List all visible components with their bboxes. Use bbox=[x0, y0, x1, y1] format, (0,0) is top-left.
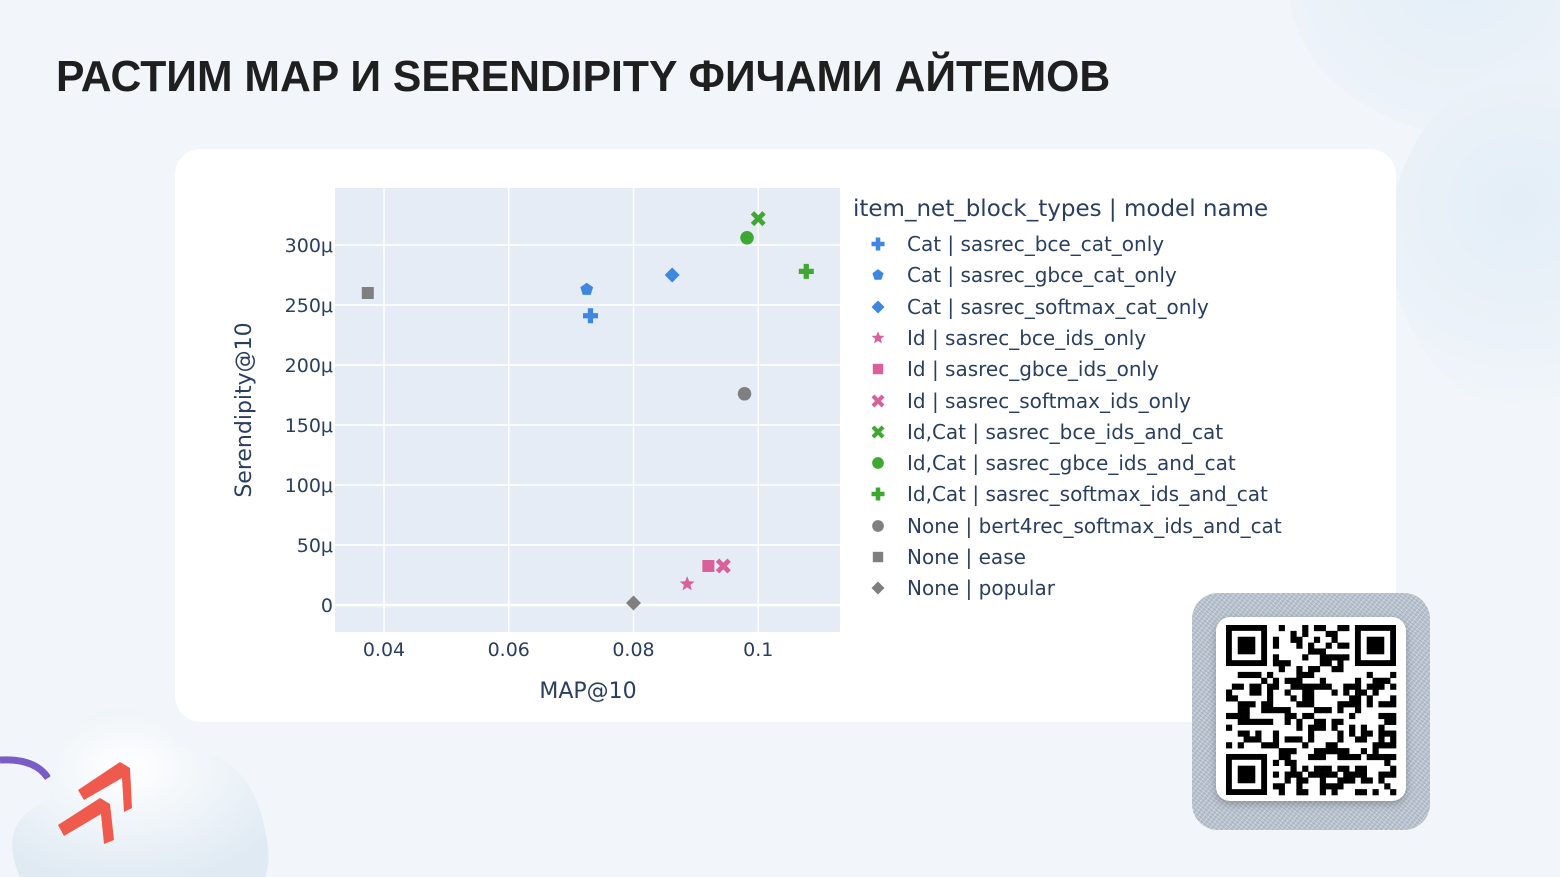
data-point-diamond-icon bbox=[626, 595, 641, 611]
y-tick-label: 0 bbox=[321, 595, 333, 617]
gridlines bbox=[335, 188, 840, 632]
legend-label: Id,Cat | sasrec_bce_ids_and_cat bbox=[907, 419, 1224, 444]
legend-item[interactable]: None | bert4rec_softmax_ids_and_cat bbox=[867, 513, 1282, 539]
legend-item[interactable]: Cat | sasrec_gbce_cat_only bbox=[867, 262, 1177, 288]
legend-item[interactable]: Id,Cat | sasrec_gbce_ids_and_cat bbox=[867, 450, 1236, 476]
y-axis-label: Serendipity@10 bbox=[232, 322, 257, 497]
x-axis-label: MAP@10 bbox=[539, 679, 636, 704]
legend-item[interactable]: Cat | sasrec_softmax_cat_only bbox=[867, 294, 1209, 320]
axis-ticks: 0.04 0.06 0.08 0.1 0 50μ 100μ 150μ 200μ 250μ 300μ bbox=[285, 235, 774, 661]
data-point-star-icon bbox=[679, 576, 695, 591]
data-point-x-icon bbox=[750, 211, 766, 227]
x-icon bbox=[871, 425, 885, 439]
double-arrow-icon bbox=[58, 762, 132, 844]
slide-title: РАСТИМ MAP И SERENDIPITY ФИЧАМИ АЙТЕМОВ bbox=[56, 52, 1111, 101]
star-icon bbox=[871, 331, 885, 344]
legend-label: None | popular bbox=[907, 576, 1055, 601]
data-point-cross-icon bbox=[798, 263, 814, 279]
legend-label: Id,Cat | sasrec_softmax_ids_and_cat bbox=[907, 482, 1268, 507]
legend-title: item_net_block_types | model name bbox=[853, 196, 1269, 222]
legend-circle-icon bbox=[872, 457, 884, 469]
data-point-circle-icon bbox=[737, 387, 752, 401]
cross-icon bbox=[871, 237, 885, 251]
data-point-x-icon bbox=[715, 558, 731, 574]
y-tick-label: 150μ bbox=[285, 415, 333, 437]
qr-code-frame bbox=[1192, 593, 1430, 830]
brand-logo bbox=[0, 709, 269, 877]
purple-arc bbox=[0, 756, 51, 781]
data-point-square-icon bbox=[702, 560, 715, 572]
legend-label: Id | sasrec_softmax_ids_only bbox=[907, 388, 1191, 413]
legend-label: Cat | sasrec_softmax_cat_only bbox=[907, 294, 1209, 319]
x-tick-label: 0.06 bbox=[488, 639, 530, 661]
legend-item[interactable]: Cat | sasrec_bce_cat_only bbox=[867, 231, 1164, 257]
data-points bbox=[361, 211, 814, 611]
legend-cross-icon bbox=[871, 487, 885, 501]
data-point-diamond-icon bbox=[664, 267, 680, 283]
legend-label: Id,Cat | sasrec_gbce_ids_and_cat bbox=[907, 451, 1236, 476]
x-tick-label: 0.04 bbox=[363, 639, 405, 661]
circle-icon bbox=[872, 457, 884, 469]
legend-item[interactable]: Id,Cat | sasrec_softmax_ids_and_cat bbox=[867, 481, 1268, 507]
pentagon-icon bbox=[872, 269, 884, 280]
y-tick-label: 250μ bbox=[285, 295, 333, 317]
legend-label: Id | sasrec_bce_ids_only bbox=[907, 325, 1147, 350]
cross-icon bbox=[871, 487, 885, 501]
y-tick-label: 50μ bbox=[297, 535, 333, 557]
legend-star-icon bbox=[871, 331, 885, 344]
data-point-pentagon-icon bbox=[580, 282, 594, 295]
legend-item[interactable]: Id | sasrec_softmax_ids_only bbox=[867, 388, 1191, 414]
legend-x-icon bbox=[871, 425, 885, 439]
legend-item[interactable]: None | popular bbox=[867, 575, 1055, 601]
qr-code-icon bbox=[1226, 625, 1397, 796]
legend-label: None | ease bbox=[907, 545, 1026, 569]
legend-label: Cat | sasrec_gbce_cat_only bbox=[907, 263, 1177, 288]
legend-label: None | bert4rec_softmax_ids_and_cat bbox=[907, 513, 1282, 538]
data-point-square-icon bbox=[361, 287, 374, 299]
legend-item[interactable]: None | ease bbox=[867, 544, 1026, 570]
y-tick-label: 300μ bbox=[285, 235, 333, 257]
cloud-shape bbox=[12, 709, 269, 877]
x-tick-label: 0.1 bbox=[743, 639, 773, 661]
legend-circle-icon bbox=[872, 519, 884, 532]
legend-pentagon-icon bbox=[872, 269, 884, 280]
legend-cross-icon bbox=[871, 237, 885, 251]
legend-item[interactable]: Id | sasrec_bce_ids_only bbox=[867, 325, 1146, 351]
legend-label: Cat | sasrec_bce_cat_only bbox=[907, 232, 1165, 256]
plot-area bbox=[335, 188, 840, 632]
legend-square-icon bbox=[872, 363, 884, 375]
legend-item[interactable]: Id | sasrec_gbce_ids_only bbox=[867, 356, 1159, 382]
circle-icon bbox=[872, 519, 884, 532]
x-icon bbox=[871, 394, 885, 407]
diamond-icon bbox=[871, 300, 885, 314]
qr-code bbox=[1216, 617, 1406, 801]
legend-label: Id | sasrec_gbce_ids_only bbox=[907, 357, 1159, 382]
diamond-icon bbox=[871, 581, 885, 595]
square-icon bbox=[872, 363, 884, 375]
y-tick-label: 100μ bbox=[285, 475, 333, 497]
legend-square-icon bbox=[872, 551, 884, 563]
square-icon bbox=[872, 551, 884, 563]
legend-diamond-icon bbox=[871, 581, 885, 595]
legend-item[interactable]: Id,Cat | sasrec_bce_ids_and_cat bbox=[867, 419, 1223, 445]
legend-diamond-icon bbox=[871, 300, 885, 314]
legend-x-icon bbox=[871, 394, 885, 407]
y-tick-label: 200μ bbox=[285, 355, 333, 377]
data-point-circle-icon bbox=[740, 231, 754, 245]
x-tick-label: 0.08 bbox=[612, 639, 654, 661]
data-point-cross-icon bbox=[582, 308, 598, 324]
